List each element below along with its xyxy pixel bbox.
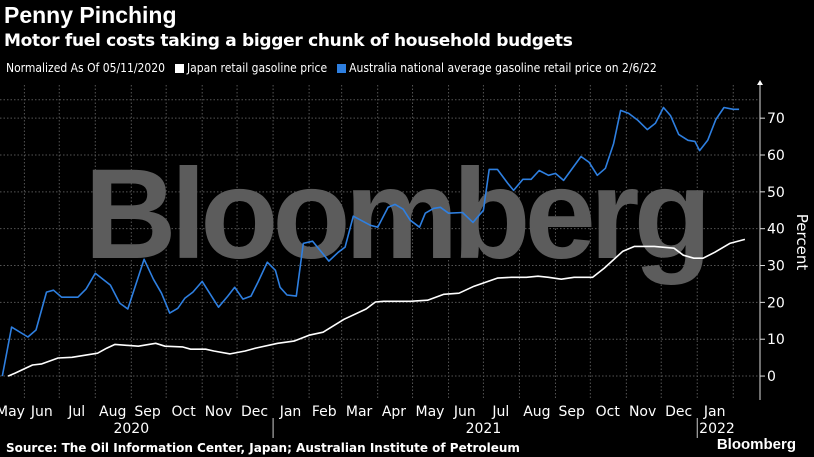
y-tick-label: 40	[767, 222, 785, 238]
x-tick-label: Jun	[30, 404, 53, 420]
australia-line	[1, 106, 740, 377]
y-axis-label: Percent	[793, 214, 811, 271]
x-tick-label: Dec	[665, 404, 692, 420]
x-tick-label: May	[0, 404, 25, 420]
grid	[0, 85, 760, 400]
legend-swatch-japan	[175, 64, 184, 73]
bloomberg-logo: Bloomberg	[716, 436, 796, 453]
x-tick-label: Nov	[205, 404, 232, 420]
x-tick-label: Dec	[241, 404, 268, 420]
bloomberg-watermark: Bloomberg	[84, 143, 706, 286]
legend-label-japan: Japan retail gasoline price	[187, 61, 328, 75]
chart-subtitle: Motor fuel costs taking a bigger chunk o…	[4, 31, 573, 51]
x-tick-label: Jun	[453, 404, 476, 420]
y-tick-label: 30	[767, 259, 785, 275]
chart-title: Penny Pinching	[4, 2, 177, 28]
y-tick-label: 20	[767, 295, 785, 311]
x-tick-label: Nov	[629, 404, 656, 420]
x-tick-label: Apr	[382, 404, 406, 420]
x-tick-label: Jan	[703, 404, 726, 420]
x-tick-label: Sep	[134, 404, 161, 420]
x-axis: May Jun Jul Aug Sep Oct Nov Dec Jan Feb Mar Apr May J…	[0, 404, 735, 438]
year-label: 2022	[699, 421, 735, 437]
source-note: Source: The Oil Information Center, Japa…	[6, 441, 520, 455]
x-tick-label: May	[415, 404, 444, 420]
legend-item-japan: Japan retail gasoline price	[175, 61, 327, 75]
year-label: 2021	[466, 421, 502, 437]
x-tick-label: Aug	[99, 404, 126, 420]
series-lines	[1, 106, 746, 377]
axis-arrow	[757, 80, 763, 85]
x-tick-label: Oct	[596, 404, 621, 420]
y-tick-label: 60	[767, 148, 785, 164]
normalization-note: Normalized As Of 05/11/2020	[6, 61, 165, 75]
y-tick-label: 50	[767, 185, 785, 201]
legend-item-australia: Australia national average gasoline reta…	[337, 61, 657, 75]
x-tick-label: Jan	[279, 404, 302, 420]
x-tick-label: Sep	[559, 404, 586, 420]
x-tick-label: Oct	[171, 404, 196, 420]
legend-label-australia: Australia national average gasoline reta…	[349, 61, 657, 75]
legend: Normalized As Of 05/11/2020 Japan retail…	[6, 61, 657, 75]
legend-swatch-australia	[337, 64, 347, 73]
x-tick-label: Jul	[67, 404, 85, 420]
y-tick-label: 70	[767, 111, 785, 127]
x-tick-label: Mar	[346, 404, 373, 420]
y-tick-label: 10	[767, 332, 785, 348]
year-label: 2020	[113, 421, 149, 437]
y-axis: 0 10 20 30 40 50 60 70	[757, 80, 785, 400]
x-tick-label: Aug	[523, 404, 550, 420]
x-tick-label: Feb	[312, 404, 337, 420]
x-tick-label: Jul	[491, 404, 509, 420]
y-tick-label: 0	[767, 369, 776, 385]
japan-line	[7, 238, 746, 377]
